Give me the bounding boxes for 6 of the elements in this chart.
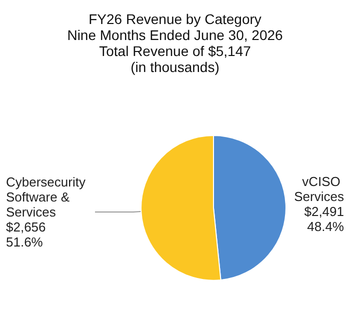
chart-title: FY26 Revenue by Category <box>88 11 262 27</box>
data-label: $2,656 51.6% <box>6 219 46 250</box>
data-label: $2,491 48.4% <box>304 204 344 234</box>
chart-subtitle: Nine Months Ended June 30, 2026 Total Revenue of $5,147 (in thousands) <box>67 27 284 75</box>
slice-label: Cybersecurity Software & Services <box>6 174 90 220</box>
slice-label: vCISO Services <box>294 174 344 204</box>
